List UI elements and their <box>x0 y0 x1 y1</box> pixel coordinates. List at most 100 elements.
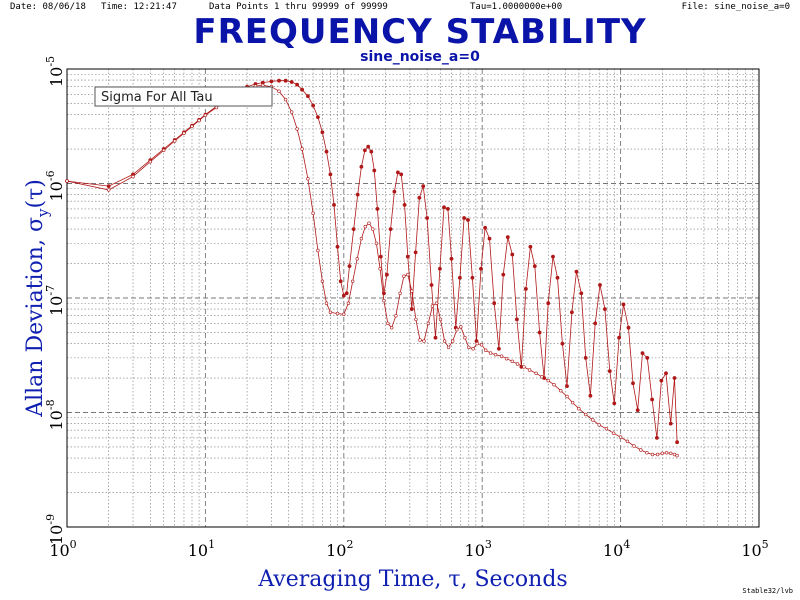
series-1-point <box>328 172 333 177</box>
y-tick-label: 10-8 <box>44 399 66 430</box>
series-2-point <box>565 394 569 399</box>
series-2-point <box>650 452 655 457</box>
series-layer <box>65 78 680 458</box>
series-1-point <box>449 256 454 261</box>
x-tick-exp: 4 <box>623 538 630 551</box>
series-1-point <box>269 79 274 84</box>
series-1-point <box>496 346 501 351</box>
series-1-point <box>375 206 380 211</box>
series-2-point <box>374 241 379 246</box>
series-2-point <box>660 451 664 455</box>
series-2-point <box>261 83 265 88</box>
y-tick-base: 10 <box>47 525 66 545</box>
series-2-point <box>546 378 550 383</box>
series-1-point <box>626 325 631 330</box>
y-tick-exp: -9 <box>44 514 57 525</box>
series-2-point <box>493 353 498 357</box>
x-tick-base: 10 <box>188 541 208 560</box>
series-1-point <box>311 103 316 108</box>
series-1-point <box>588 393 593 398</box>
series-1-point <box>106 184 111 189</box>
series-1-point <box>505 235 510 240</box>
series-1-point <box>479 266 483 271</box>
series-2-point <box>422 339 426 343</box>
series-1-point <box>675 440 680 445</box>
series-2-point <box>390 326 394 330</box>
series-2-point <box>611 431 616 435</box>
series-2-point <box>277 89 281 93</box>
series-2-point <box>552 383 556 387</box>
y-tick-base: 10 <box>47 296 66 316</box>
series-2-point <box>182 131 186 135</box>
series-2-point <box>328 310 333 314</box>
x-tick-label: 101 <box>188 538 215 560</box>
series-2-point <box>324 301 329 305</box>
header-file: File: sine_noise_a=0 <box>682 2 790 12</box>
legend-text: Sigma For All Tau <box>101 90 213 105</box>
y-tick-exp: -5 <box>44 56 57 67</box>
header-date: Date: 08/06/18 <box>10 2 86 12</box>
series-2-point <box>320 279 325 283</box>
x-tick-exp: 3 <box>485 538 492 551</box>
series-1-point <box>603 307 607 312</box>
chart-subtitle: sine_noise_a=0 <box>360 49 480 65</box>
header-tau: Tau=1.0000000e+00 <box>470 2 562 12</box>
series-2-point <box>355 257 359 261</box>
series-2-point <box>645 451 649 455</box>
series-1-line <box>66 80 678 443</box>
series-1-point <box>659 378 664 383</box>
y-tick-base: 10 <box>47 410 66 430</box>
series-2-point <box>173 139 177 143</box>
series-2-point <box>577 407 581 411</box>
series-1-point <box>621 302 626 307</box>
series-2-point <box>451 339 455 343</box>
series-1-point <box>635 408 640 413</box>
series-1-point <box>384 272 389 277</box>
series-1-point <box>631 381 635 386</box>
header-data-points: Data Points 1 thru 99999 of 99999 <box>209 2 388 12</box>
series-2-point <box>311 211 315 215</box>
y-tick-base: 10 <box>47 67 66 87</box>
series-1-point <box>366 144 371 149</box>
series-1-point <box>335 244 340 249</box>
series-1-point <box>347 264 352 269</box>
x-tick-label: 100 <box>49 538 76 560</box>
series-2-point <box>148 160 153 164</box>
series-1-point <box>532 264 537 269</box>
series-1-point <box>442 205 446 210</box>
x-tick-label: 103 <box>465 538 492 560</box>
series-1-point <box>421 184 426 189</box>
x-tick-base: 10 <box>603 541 623 560</box>
series-2-point <box>410 289 414 293</box>
y-axis-label-sub: y <box>34 208 52 218</box>
series-1-point <box>510 252 515 257</box>
series-2-line <box>66 84 678 456</box>
series-1-point <box>655 435 659 440</box>
series-1-point <box>551 254 555 259</box>
series-1-point <box>425 216 430 220</box>
y-axis-label-main: Allan Deviation, σ <box>23 217 48 418</box>
series-2-point <box>414 317 418 322</box>
series-2-point <box>363 224 367 229</box>
series-2-point <box>463 336 467 340</box>
series-2-point <box>471 347 475 351</box>
series-1-point <box>295 82 300 87</box>
series-1-point <box>402 202 407 207</box>
series-1-point <box>617 335 622 340</box>
series-1-point <box>315 115 320 120</box>
series-2-point <box>479 343 484 347</box>
y-axis-label-tail: (τ) <box>23 179 48 208</box>
series-1-point <box>433 335 438 340</box>
series-1-point <box>528 244 533 249</box>
series-2-point <box>197 118 201 123</box>
series-2-point <box>618 435 623 439</box>
series-2-point <box>446 345 451 350</box>
y-tick-exp: -6 <box>44 170 57 181</box>
series-1-point <box>320 130 325 135</box>
series-2-point <box>295 127 299 131</box>
header-time: Time: 12:21:47 <box>101 2 177 12</box>
series-2-point <box>386 321 390 326</box>
series-1-point <box>324 149 329 154</box>
series-1-point <box>399 172 404 177</box>
series-2-point <box>510 359 514 363</box>
